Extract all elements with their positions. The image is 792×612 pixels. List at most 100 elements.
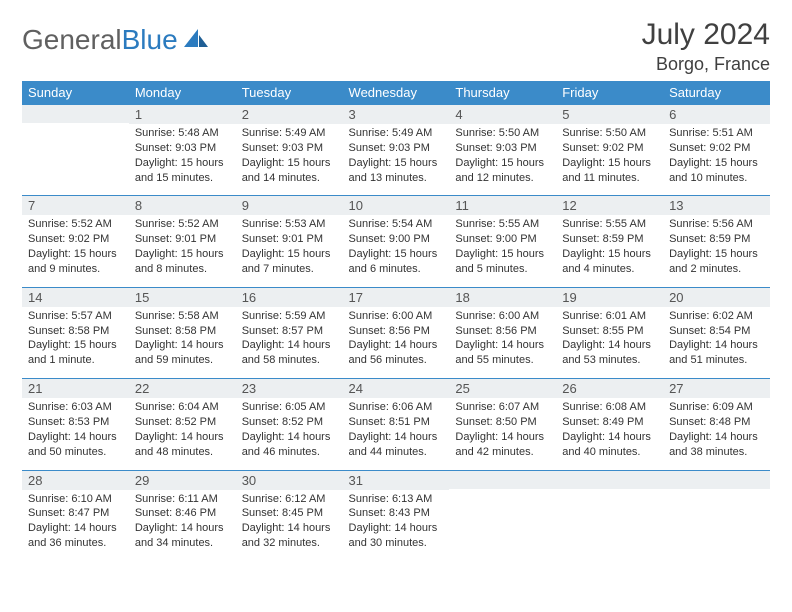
day-number: 29 xyxy=(129,471,236,490)
day-dl1: Daylight: 14 hours xyxy=(242,338,337,353)
day-cell: 29Sunrise: 6:11 AMSunset: 8:46 PMDayligh… xyxy=(129,470,236,561)
day-dl1: Daylight: 14 hours xyxy=(28,521,123,536)
day-number: 30 xyxy=(236,471,343,490)
day-ss: Sunset: 9:01 PM xyxy=(135,232,230,247)
day-sr: Sunrise: 6:04 AM xyxy=(135,400,230,415)
title-month: July 2024 xyxy=(642,18,770,52)
day-dl2: and 12 minutes. xyxy=(455,171,550,186)
day-number: 17 xyxy=(343,288,450,307)
day-cell: 16Sunrise: 5:59 AMSunset: 8:57 PMDayligh… xyxy=(236,287,343,378)
week-row: 21Sunrise: 6:03 AMSunset: 8:53 PMDayligh… xyxy=(22,379,770,470)
day-ss: Sunset: 8:55 PM xyxy=(562,324,657,339)
title-block: July 2024 Borgo, France xyxy=(642,18,770,75)
dayhead-wed: Wednesday xyxy=(343,81,450,105)
day-info: Sunrise: 6:02 AMSunset: 8:54 PMDaylight:… xyxy=(663,307,770,378)
day-cell: 24Sunrise: 6:06 AMSunset: 8:51 PMDayligh… xyxy=(343,379,450,470)
day-dl1: Daylight: 15 hours xyxy=(135,247,230,262)
day-dl1: Daylight: 15 hours xyxy=(135,156,230,171)
day-ss: Sunset: 9:00 PM xyxy=(455,232,550,247)
day-sr: Sunrise: 6:06 AM xyxy=(349,400,444,415)
day-sr: Sunrise: 5:50 AM xyxy=(562,126,657,141)
day-cell: 7Sunrise: 5:52 AMSunset: 9:02 PMDaylight… xyxy=(22,196,129,287)
day-cell: 15Sunrise: 5:58 AMSunset: 8:58 PMDayligh… xyxy=(129,287,236,378)
day-info: Sunrise: 6:05 AMSunset: 8:52 PMDaylight:… xyxy=(236,398,343,469)
day-sr: Sunrise: 6:02 AM xyxy=(669,309,764,324)
day-info: Sunrise: 5:58 AMSunset: 8:58 PMDaylight:… xyxy=(129,307,236,378)
day-info xyxy=(556,489,663,501)
day-dl1: Daylight: 14 hours xyxy=(242,521,337,536)
day-number: 16 xyxy=(236,288,343,307)
day-dl2: and 2 minutes. xyxy=(669,262,764,277)
day-dl1: Daylight: 14 hours xyxy=(28,430,123,445)
day-sr: Sunrise: 6:12 AM xyxy=(242,492,337,507)
day-info: Sunrise: 5:49 AMSunset: 9:03 PMDaylight:… xyxy=(236,124,343,195)
day-dl2: and 38 minutes. xyxy=(669,445,764,460)
day-number: 18 xyxy=(449,288,556,307)
day-info: Sunrise: 5:59 AMSunset: 8:57 PMDaylight:… xyxy=(236,307,343,378)
day-number: 27 xyxy=(663,379,770,398)
dayhead-thu: Thursday xyxy=(449,81,556,105)
week-row: 1Sunrise: 5:48 AMSunset: 9:03 PMDaylight… xyxy=(22,105,770,196)
day-number: 2 xyxy=(236,105,343,124)
logo-text-blue: Blue xyxy=(122,24,178,56)
header: GeneralBlue July 2024 Borgo, France xyxy=(22,18,770,75)
dayhead-tue: Tuesday xyxy=(236,81,343,105)
day-cell: 8Sunrise: 5:52 AMSunset: 9:01 PMDaylight… xyxy=(129,196,236,287)
day-ss: Sunset: 9:03 PM xyxy=(135,141,230,156)
day-number: 13 xyxy=(663,196,770,215)
day-cell: 31Sunrise: 6:13 AMSunset: 8:43 PMDayligh… xyxy=(343,470,450,561)
day-sr: Sunrise: 5:55 AM xyxy=(562,217,657,232)
day-cell: 22Sunrise: 6:04 AMSunset: 8:52 PMDayligh… xyxy=(129,379,236,470)
day-ss: Sunset: 8:53 PM xyxy=(28,415,123,430)
day-info: Sunrise: 6:10 AMSunset: 8:47 PMDaylight:… xyxy=(22,490,129,561)
day-sr: Sunrise: 6:03 AM xyxy=(28,400,123,415)
day-dl1: Daylight: 14 hours xyxy=(562,430,657,445)
day-dl1: Daylight: 15 hours xyxy=(455,156,550,171)
day-info: Sunrise: 5:55 AMSunset: 8:59 PMDaylight:… xyxy=(556,215,663,286)
day-sr: Sunrise: 5:48 AM xyxy=(135,126,230,141)
day-number: 26 xyxy=(556,379,663,398)
day-dl2: and 46 minutes. xyxy=(242,445,337,460)
day-sr: Sunrise: 5:50 AM xyxy=(455,126,550,141)
day-number: 9 xyxy=(236,196,343,215)
day-dl2: and 50 minutes. xyxy=(28,445,123,460)
day-sr: Sunrise: 5:54 AM xyxy=(349,217,444,232)
day-cell: 19Sunrise: 6:01 AMSunset: 8:55 PMDayligh… xyxy=(556,287,663,378)
day-info: Sunrise: 6:12 AMSunset: 8:45 PMDaylight:… xyxy=(236,490,343,561)
day-dl2: and 11 minutes. xyxy=(562,171,657,186)
day-cell: 27Sunrise: 6:09 AMSunset: 8:48 PMDayligh… xyxy=(663,379,770,470)
day-sr: Sunrise: 5:57 AM xyxy=(28,309,123,324)
day-number: 5 xyxy=(556,105,663,124)
day-info: Sunrise: 5:52 AMSunset: 9:01 PMDaylight:… xyxy=(129,215,236,286)
day-number: 14 xyxy=(22,288,129,307)
day-ss: Sunset: 8:59 PM xyxy=(669,232,764,247)
day-info xyxy=(449,489,556,501)
day-info: Sunrise: 5:57 AMSunset: 8:58 PMDaylight:… xyxy=(22,307,129,378)
day-info: Sunrise: 6:11 AMSunset: 8:46 PMDaylight:… xyxy=(129,490,236,561)
day-number: 4 xyxy=(449,105,556,124)
day-cell: 12Sunrise: 5:55 AMSunset: 8:59 PMDayligh… xyxy=(556,196,663,287)
day-dl1: Daylight: 14 hours xyxy=(455,430,550,445)
day-cell: 2Sunrise: 5:49 AMSunset: 9:03 PMDaylight… xyxy=(236,105,343,196)
day-cell: 6Sunrise: 5:51 AMSunset: 9:02 PMDaylight… xyxy=(663,105,770,196)
day-info: Sunrise: 6:00 AMSunset: 8:56 PMDaylight:… xyxy=(343,307,450,378)
day-dl2: and 58 minutes. xyxy=(242,353,337,368)
day-dl2: and 40 minutes. xyxy=(562,445,657,460)
day-ss: Sunset: 8:45 PM xyxy=(242,506,337,521)
day-sr: Sunrise: 6:10 AM xyxy=(28,492,123,507)
day-dl1: Daylight: 15 hours xyxy=(669,247,764,262)
day-dl2: and 32 minutes. xyxy=(242,536,337,551)
day-sr: Sunrise: 5:56 AM xyxy=(669,217,764,232)
day-sr: Sunrise: 6:00 AM xyxy=(455,309,550,324)
day-sr: Sunrise: 6:11 AM xyxy=(135,492,230,507)
day-info: Sunrise: 6:07 AMSunset: 8:50 PMDaylight:… xyxy=(449,398,556,469)
day-ss: Sunset: 8:56 PM xyxy=(455,324,550,339)
day-dl2: and 36 minutes. xyxy=(28,536,123,551)
dayhead-sat: Saturday xyxy=(663,81,770,105)
day-number: 28 xyxy=(22,471,129,490)
day-cell: 25Sunrise: 6:07 AMSunset: 8:50 PMDayligh… xyxy=(449,379,556,470)
day-number: 6 xyxy=(663,105,770,124)
dayhead-fri: Friday xyxy=(556,81,663,105)
day-dl2: and 44 minutes. xyxy=(349,445,444,460)
dayhead-mon: Monday xyxy=(129,81,236,105)
